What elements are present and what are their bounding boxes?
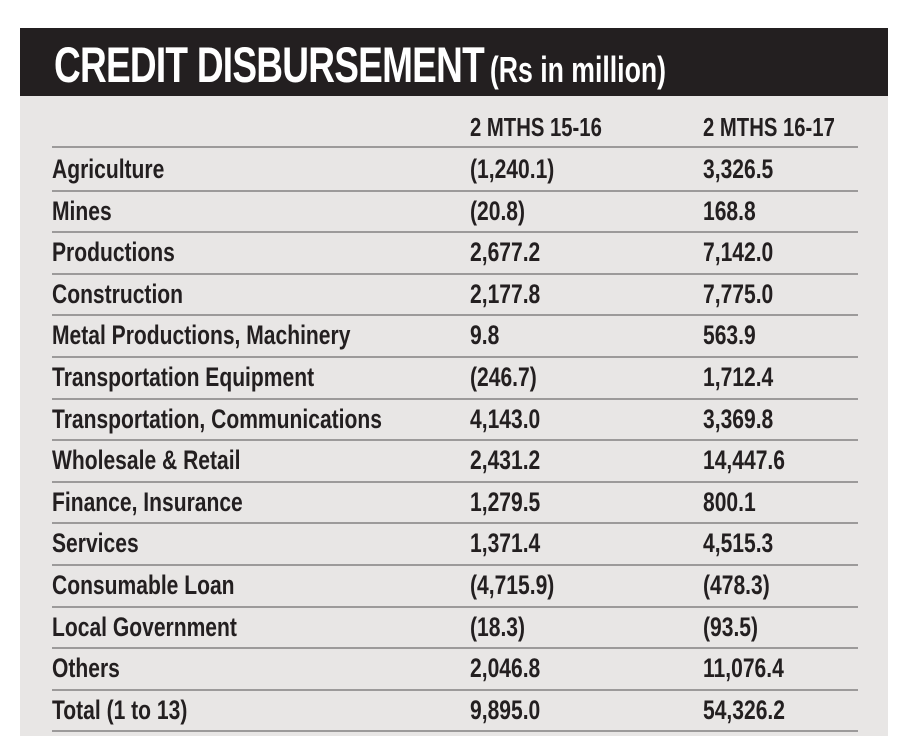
value-15-16: 9,895.0 [470, 694, 541, 725]
value-15-16: 2,177.8 [470, 278, 541, 309]
value-16-17: 3,326.5 [703, 154, 774, 184]
title-text: CREDIT DISBURSEMENT [54, 37, 485, 93]
value-15-16: 2,431.2 [470, 445, 541, 476]
value-16-17: 7,142.0 [703, 237, 774, 268]
total-row: Total (1 to 13) 9,895.0 54,326.2 [52, 689, 858, 733]
value-16-17: 7,775.0 [703, 278, 774, 309]
row-label: Construction [52, 278, 184, 309]
value-16-17: 11,076.4 [703, 653, 784, 684]
table-title: CREDIT DISBURSEMENT (Rs in million) [54, 36, 666, 94]
table-row: Others 2,046.8 11,076.4 [52, 647, 858, 691]
value-15-16: (1,240.1) [470, 154, 555, 184]
value-16-17: 800.1 [703, 486, 756, 517]
value-15-16: 2,046.8 [470, 653, 541, 684]
value-15-16: (18.3) [470, 611, 526, 642]
row-label: Transportation, Communications [52, 403, 382, 434]
row-label: Services [52, 528, 139, 559]
value-15-16: (4,715.9) [470, 570, 555, 600]
value-16-17: 4,515.3 [703, 528, 774, 559]
value-16-17: (478.3) [703, 570, 770, 600]
value-16-17: 563.9 [703, 320, 756, 351]
header-row: 2 MTHS 15-16 2 MTHS 16-17 [52, 106, 858, 148]
value-15-16: (20.8) [470, 195, 526, 226]
table-row: Services 1,371.4 4,515.3 [52, 522, 858, 566]
row-label: Total (1 to 13) [52, 694, 188, 725]
table-panel: 2 MTHS 15-16 2 MTHS 16-17 Agriculture (1,… [20, 96, 888, 736]
value-15-16: 1,279.5 [470, 486, 541, 517]
table-row: Construction 2,177.8 7,775.0 [52, 273, 858, 317]
row-label: Wholesale & Retail [52, 445, 241, 476]
value-15-16: (246.7) [470, 362, 537, 392]
value-16-17: 1,712.4 [703, 362, 774, 392]
table-row: Mines (20.8) 168.8 [52, 190, 858, 234]
title-banner: CREDIT DISBURSEMENT (Rs in million) [20, 28, 888, 96]
table-row: Productions 2,677.2 7,142.0 [52, 231, 858, 275]
value-16-17: (93.5) [703, 611, 759, 642]
value-16-17: 14,447.6 [703, 445, 785, 476]
table-row: Transportation Equipment (246.7) 1,712.4 [52, 356, 858, 400]
row-label: Consumable Loan [52, 570, 235, 600]
row-label: Others [52, 653, 120, 684]
table-row: Consumable Loan (4,715.9) (478.3) [52, 564, 858, 608]
table-row: Agriculture (1,240.1) 3,326.5 [52, 148, 858, 192]
row-label: Mines [52, 195, 112, 226]
value-15-16: 2,677.2 [470, 237, 541, 268]
row-label: Agriculture [52, 154, 165, 184]
table-row: Transportation, Communications 4,143.0 3,3… [52, 398, 858, 442]
value-16-17: 3,369.8 [703, 403, 774, 434]
value-15-16: 1,371.4 [470, 528, 541, 559]
table-row: Metal Productions, Machinery 9.8 563.9 [52, 314, 858, 358]
row-label: Finance, Insurance [52, 486, 243, 517]
table-row: Wholesale & Retail 2,431.2 14,447.6 [52, 439, 858, 483]
table-row: Local Government (18.3) (93.5) [52, 606, 858, 650]
unit-text: (Rs in million) [489, 49, 667, 90]
row-label: Transportation Equipment [52, 362, 315, 392]
table-row: Finance, Insurance 1,279.5 800.1 [52, 481, 858, 525]
row-label: Productions [52, 237, 175, 268]
value-16-17: 168.8 [703, 195, 756, 226]
column-header: 2 MTHS 15-16 [470, 112, 602, 142]
value-15-16: 4,143.0 [470, 403, 541, 434]
column-header: 2 MTHS 16-17 [703, 112, 835, 142]
row-label: Local Government [52, 611, 237, 642]
value-16-17: 54,326.2 [703, 694, 785, 725]
row-label: Metal Productions, Machinery [52, 320, 351, 351]
value-15-16: 9.8 [470, 320, 500, 351]
